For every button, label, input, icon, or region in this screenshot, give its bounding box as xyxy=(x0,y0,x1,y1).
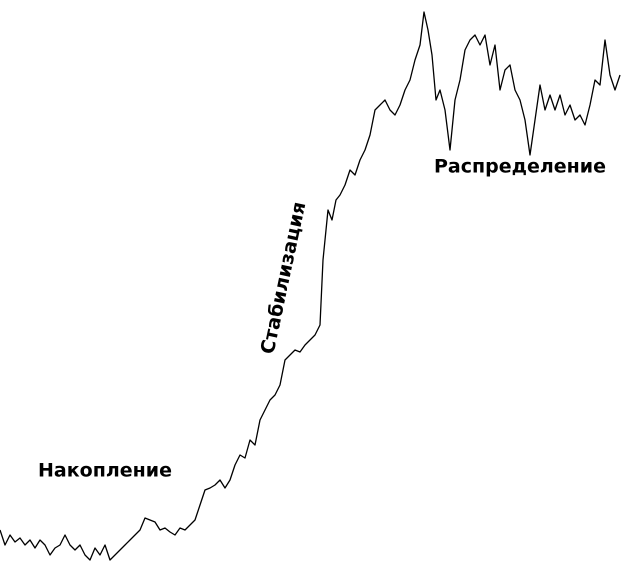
annotation: Накопление xyxy=(38,460,172,482)
price-line xyxy=(0,11,621,561)
annotation: Распределение xyxy=(434,156,606,178)
annotation: Стабилизация xyxy=(257,200,311,356)
